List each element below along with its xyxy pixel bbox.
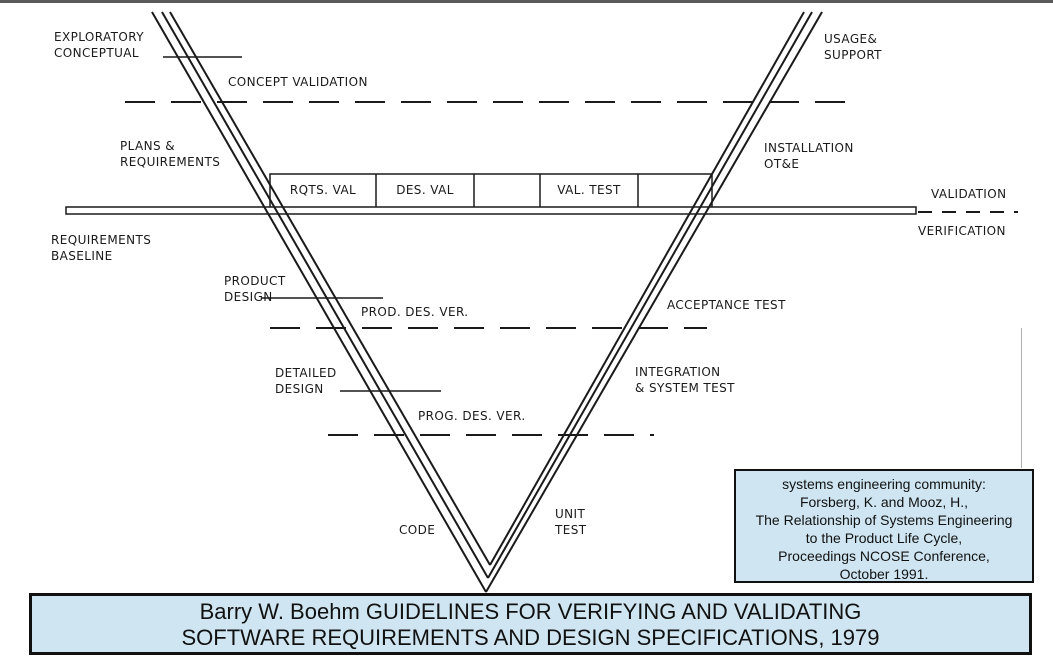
vee-left-outer [151, 11, 487, 593]
verification-label: VERIFICATION [918, 224, 1006, 238]
validation-cell-val-test: VAL. TEST [557, 183, 621, 197]
code-label: CODE [399, 523, 436, 537]
integration-label: INTEGRATION & SYSTEM TEST [635, 365, 735, 395]
reference-line: systems engineering community: [782, 476, 986, 492]
caption-line-2: SOFTWARE REQUIREMENTS AND DESIGN SPECIFI… [181, 625, 880, 650]
validation-cell-des: DES. VAL [396, 183, 454, 197]
exploratory-conceptual-label: EXPLORATORY CONCEPTUAL [54, 30, 144, 60]
reference-line: October 1991. [839, 566, 929, 582]
caption-box: Barry W. Boehm GUIDELINES FOR VERIFYING … [29, 593, 1032, 655]
requirements-baseline-label: REQUIREMENTS BASELINE [51, 233, 152, 263]
validation-cell-empty-2 [638, 174, 712, 206]
top-border [0, 0, 1053, 3]
validation-label: VALIDATION [931, 187, 1007, 201]
prog-des-ver-label: PROG. DES. VER. [418, 409, 526, 423]
plans-requirements-label: PLANS & REQUIREMENTS [120, 139, 221, 169]
reference-box: systems engineering community: Forsberg,… [734, 469, 1034, 583]
installation-label: INSTALLATION OT&E [764, 141, 854, 171]
validation-cell-empty [474, 174, 540, 206]
vee-right-outer [485, 11, 823, 593]
unit-test-label: UNIT TEST [555, 507, 587, 537]
reference-line: The Relationship of Systems Engineering [755, 512, 1013, 528]
validation-cell-rqts: RQTS. VAL [289, 183, 357, 197]
prod-des-ver-label: PROD. DES. VER. [361, 305, 469, 319]
usage-support-label: USAGE& SUPPORT [824, 32, 882, 62]
vee-right-inner [489, 11, 805, 566]
product-design-label: PRODUCT DESIGN [224, 274, 286, 304]
vee-left-inner [169, 11, 491, 566]
reference-line: Proceedings NCOSE Conference, [778, 548, 990, 564]
caption-line-1: Barry W. Boehm GUIDELINES FOR VERIFYING … [199, 599, 862, 624]
concept-validation-label: CONCEPT VALIDATION [228, 75, 368, 89]
reference-line: Forsberg, K. and Mooz, H., [799, 494, 969, 510]
detailed-design-label: DETAILED DESIGN [275, 366, 337, 396]
baseline-bar [65, 206, 917, 215]
acceptance-test-label: ACCEPTANCE TEST [667, 298, 786, 312]
edge-line [1021, 328, 1022, 468]
reference-line: to the Product Life Cycle, [805, 530, 963, 546]
